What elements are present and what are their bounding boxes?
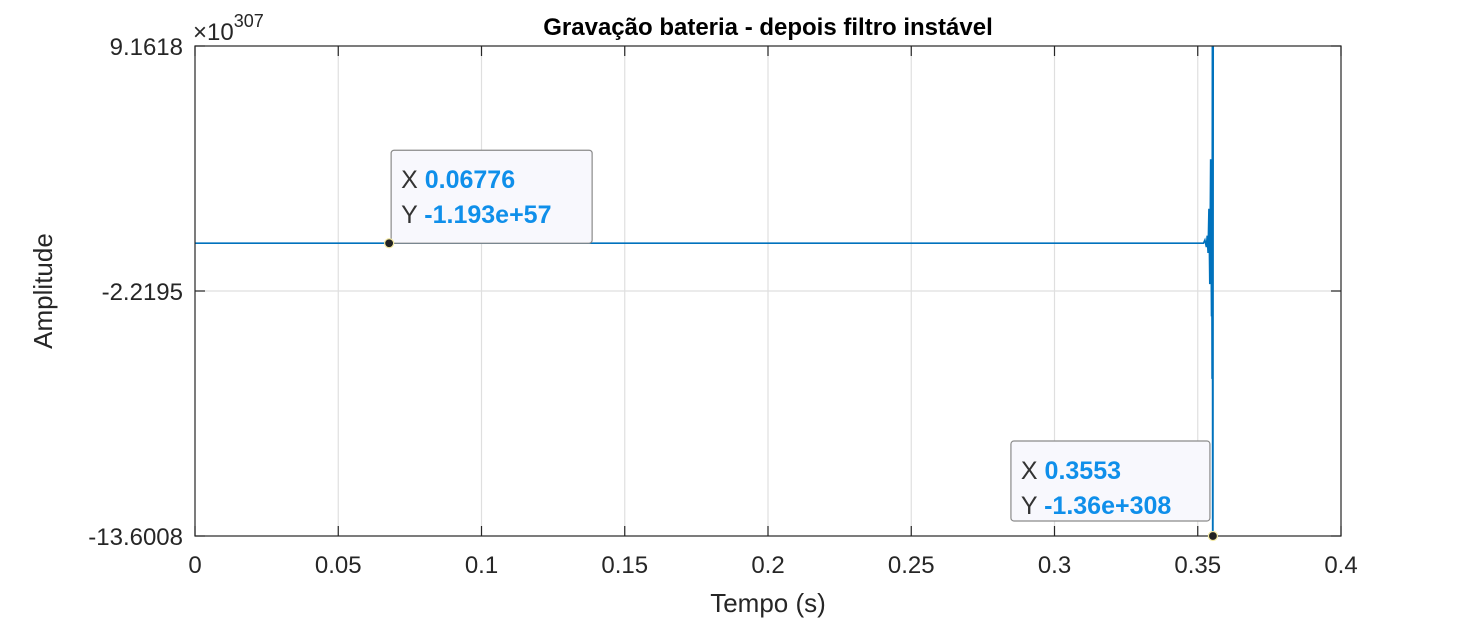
- y-tick-label: -13.6008: [88, 524, 183, 551]
- datatip-y-row: Y -1.193e+57: [401, 201, 551, 229]
- datatip-box: [390, 149, 593, 244]
- y-tick-labels: -13.6008 -2.2195 9.1618: [88, 34, 183, 551]
- x-axis-label: Tempo (s): [710, 588, 826, 618]
- datatip-x-row: X 0.06776: [401, 166, 515, 194]
- x-tick-label: 0.2: [751, 552, 784, 579]
- y-tick-label: 9.1618: [110, 34, 183, 61]
- x-tick-labels: 0 0.05 0.1 0.15 0.2 0.25 0.3 0.35 0.4: [188, 552, 1357, 579]
- y-axis-label: Amplitude: [28, 233, 58, 349]
- datatip-y-key: Y: [1021, 492, 1044, 520]
- x-tick-label: 0.25: [888, 552, 935, 579]
- chart-title: Gravação bateria - depois filtro instáve…: [543, 14, 992, 41]
- y-exponent-label: ×10307: [193, 11, 264, 46]
- x-tick-label: 0.05: [315, 552, 362, 579]
- y-tick-label: -2.2195: [102, 279, 183, 306]
- x-tick-label: 0.35: [1174, 552, 1221, 579]
- exponent-power: 307: [234, 11, 264, 31]
- datatip-box: [1010, 440, 1211, 522]
- datatip-marker[interactable]: [1207, 530, 1219, 542]
- datatip-y-value: -1.193e+57: [424, 201, 551, 229]
- x-tick-label: 0.1: [465, 552, 498, 579]
- datatip-y-row: Y -1.36e+308: [1021, 492, 1171, 520]
- axis-ticks: [194, 45, 1342, 537]
- x-tick-label: 0: [188, 552, 201, 579]
- x-tick-label: 0.4: [1324, 552, 1357, 579]
- datatip-x-value: 0.3553: [1045, 457, 1121, 485]
- datatip-x-key: X: [401, 166, 425, 194]
- series-line: [195, 46, 1215, 536]
- x-tick-label: 0.3: [1038, 552, 1071, 579]
- x-tick-label: 0.15: [601, 552, 648, 579]
- datatip-x-row: X 0.3553: [1021, 457, 1121, 485]
- exponent-base: ×10: [193, 19, 234, 46]
- datatip-marker[interactable]: [384, 238, 395, 249]
- datatip-y-key: Y: [401, 201, 424, 229]
- datatip-x-key: X: [1021, 457, 1045, 485]
- datatip-x-value: 0.06776: [425, 166, 515, 194]
- datatip-y-value: -1.36e+308: [1044, 492, 1171, 520]
